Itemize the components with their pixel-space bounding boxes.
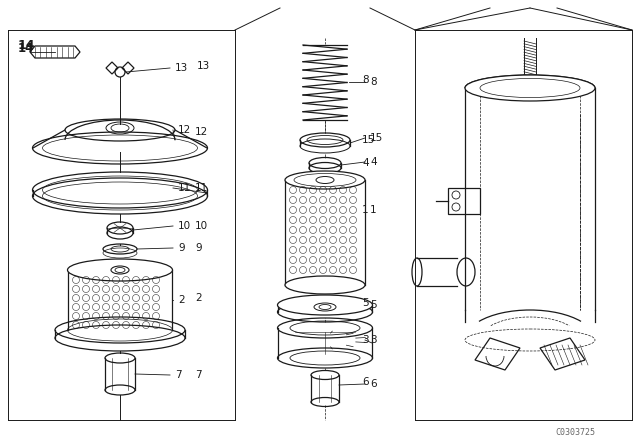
Text: 9: 9 bbox=[195, 243, 202, 253]
Text: 8: 8 bbox=[362, 75, 369, 85]
Ellipse shape bbox=[314, 303, 336, 311]
Text: 6: 6 bbox=[370, 379, 376, 389]
Ellipse shape bbox=[278, 295, 372, 315]
Text: 14: 14 bbox=[18, 39, 35, 52]
Ellipse shape bbox=[465, 75, 595, 101]
Text: 14: 14 bbox=[18, 42, 35, 55]
Text: 4: 4 bbox=[370, 157, 376, 167]
Text: 1: 1 bbox=[362, 205, 369, 215]
Text: 15: 15 bbox=[362, 135, 375, 145]
Text: C0303725: C0303725 bbox=[555, 427, 595, 436]
Text: 7: 7 bbox=[175, 370, 182, 380]
Text: 10: 10 bbox=[178, 221, 191, 231]
Text: 11: 11 bbox=[178, 183, 191, 193]
Text: 12: 12 bbox=[178, 125, 191, 135]
Ellipse shape bbox=[285, 171, 365, 189]
Text: 2: 2 bbox=[178, 295, 184, 305]
Text: 15: 15 bbox=[370, 133, 383, 143]
Text: 5: 5 bbox=[362, 298, 369, 308]
Bar bbox=[448, 188, 480, 214]
Text: 10: 10 bbox=[195, 221, 208, 231]
Ellipse shape bbox=[480, 78, 580, 98]
Text: 11: 11 bbox=[195, 183, 208, 193]
Text: 6: 6 bbox=[362, 377, 369, 387]
Ellipse shape bbox=[294, 173, 356, 186]
Text: 12: 12 bbox=[195, 127, 208, 137]
Text: 1: 1 bbox=[370, 205, 376, 215]
Text: 13: 13 bbox=[197, 61, 211, 71]
Text: 5: 5 bbox=[370, 300, 376, 310]
Text: 9: 9 bbox=[178, 243, 184, 253]
Ellipse shape bbox=[316, 177, 334, 184]
Text: 8: 8 bbox=[370, 77, 376, 87]
Text: 3: 3 bbox=[370, 335, 376, 345]
Text: 3: 3 bbox=[362, 335, 369, 345]
Ellipse shape bbox=[67, 259, 173, 281]
Text: 4: 4 bbox=[362, 158, 369, 168]
Text: 13: 13 bbox=[175, 63, 188, 73]
Ellipse shape bbox=[285, 276, 365, 294]
Text: 2: 2 bbox=[195, 293, 202, 303]
Text: 7: 7 bbox=[195, 370, 202, 380]
Ellipse shape bbox=[111, 266, 129, 274]
